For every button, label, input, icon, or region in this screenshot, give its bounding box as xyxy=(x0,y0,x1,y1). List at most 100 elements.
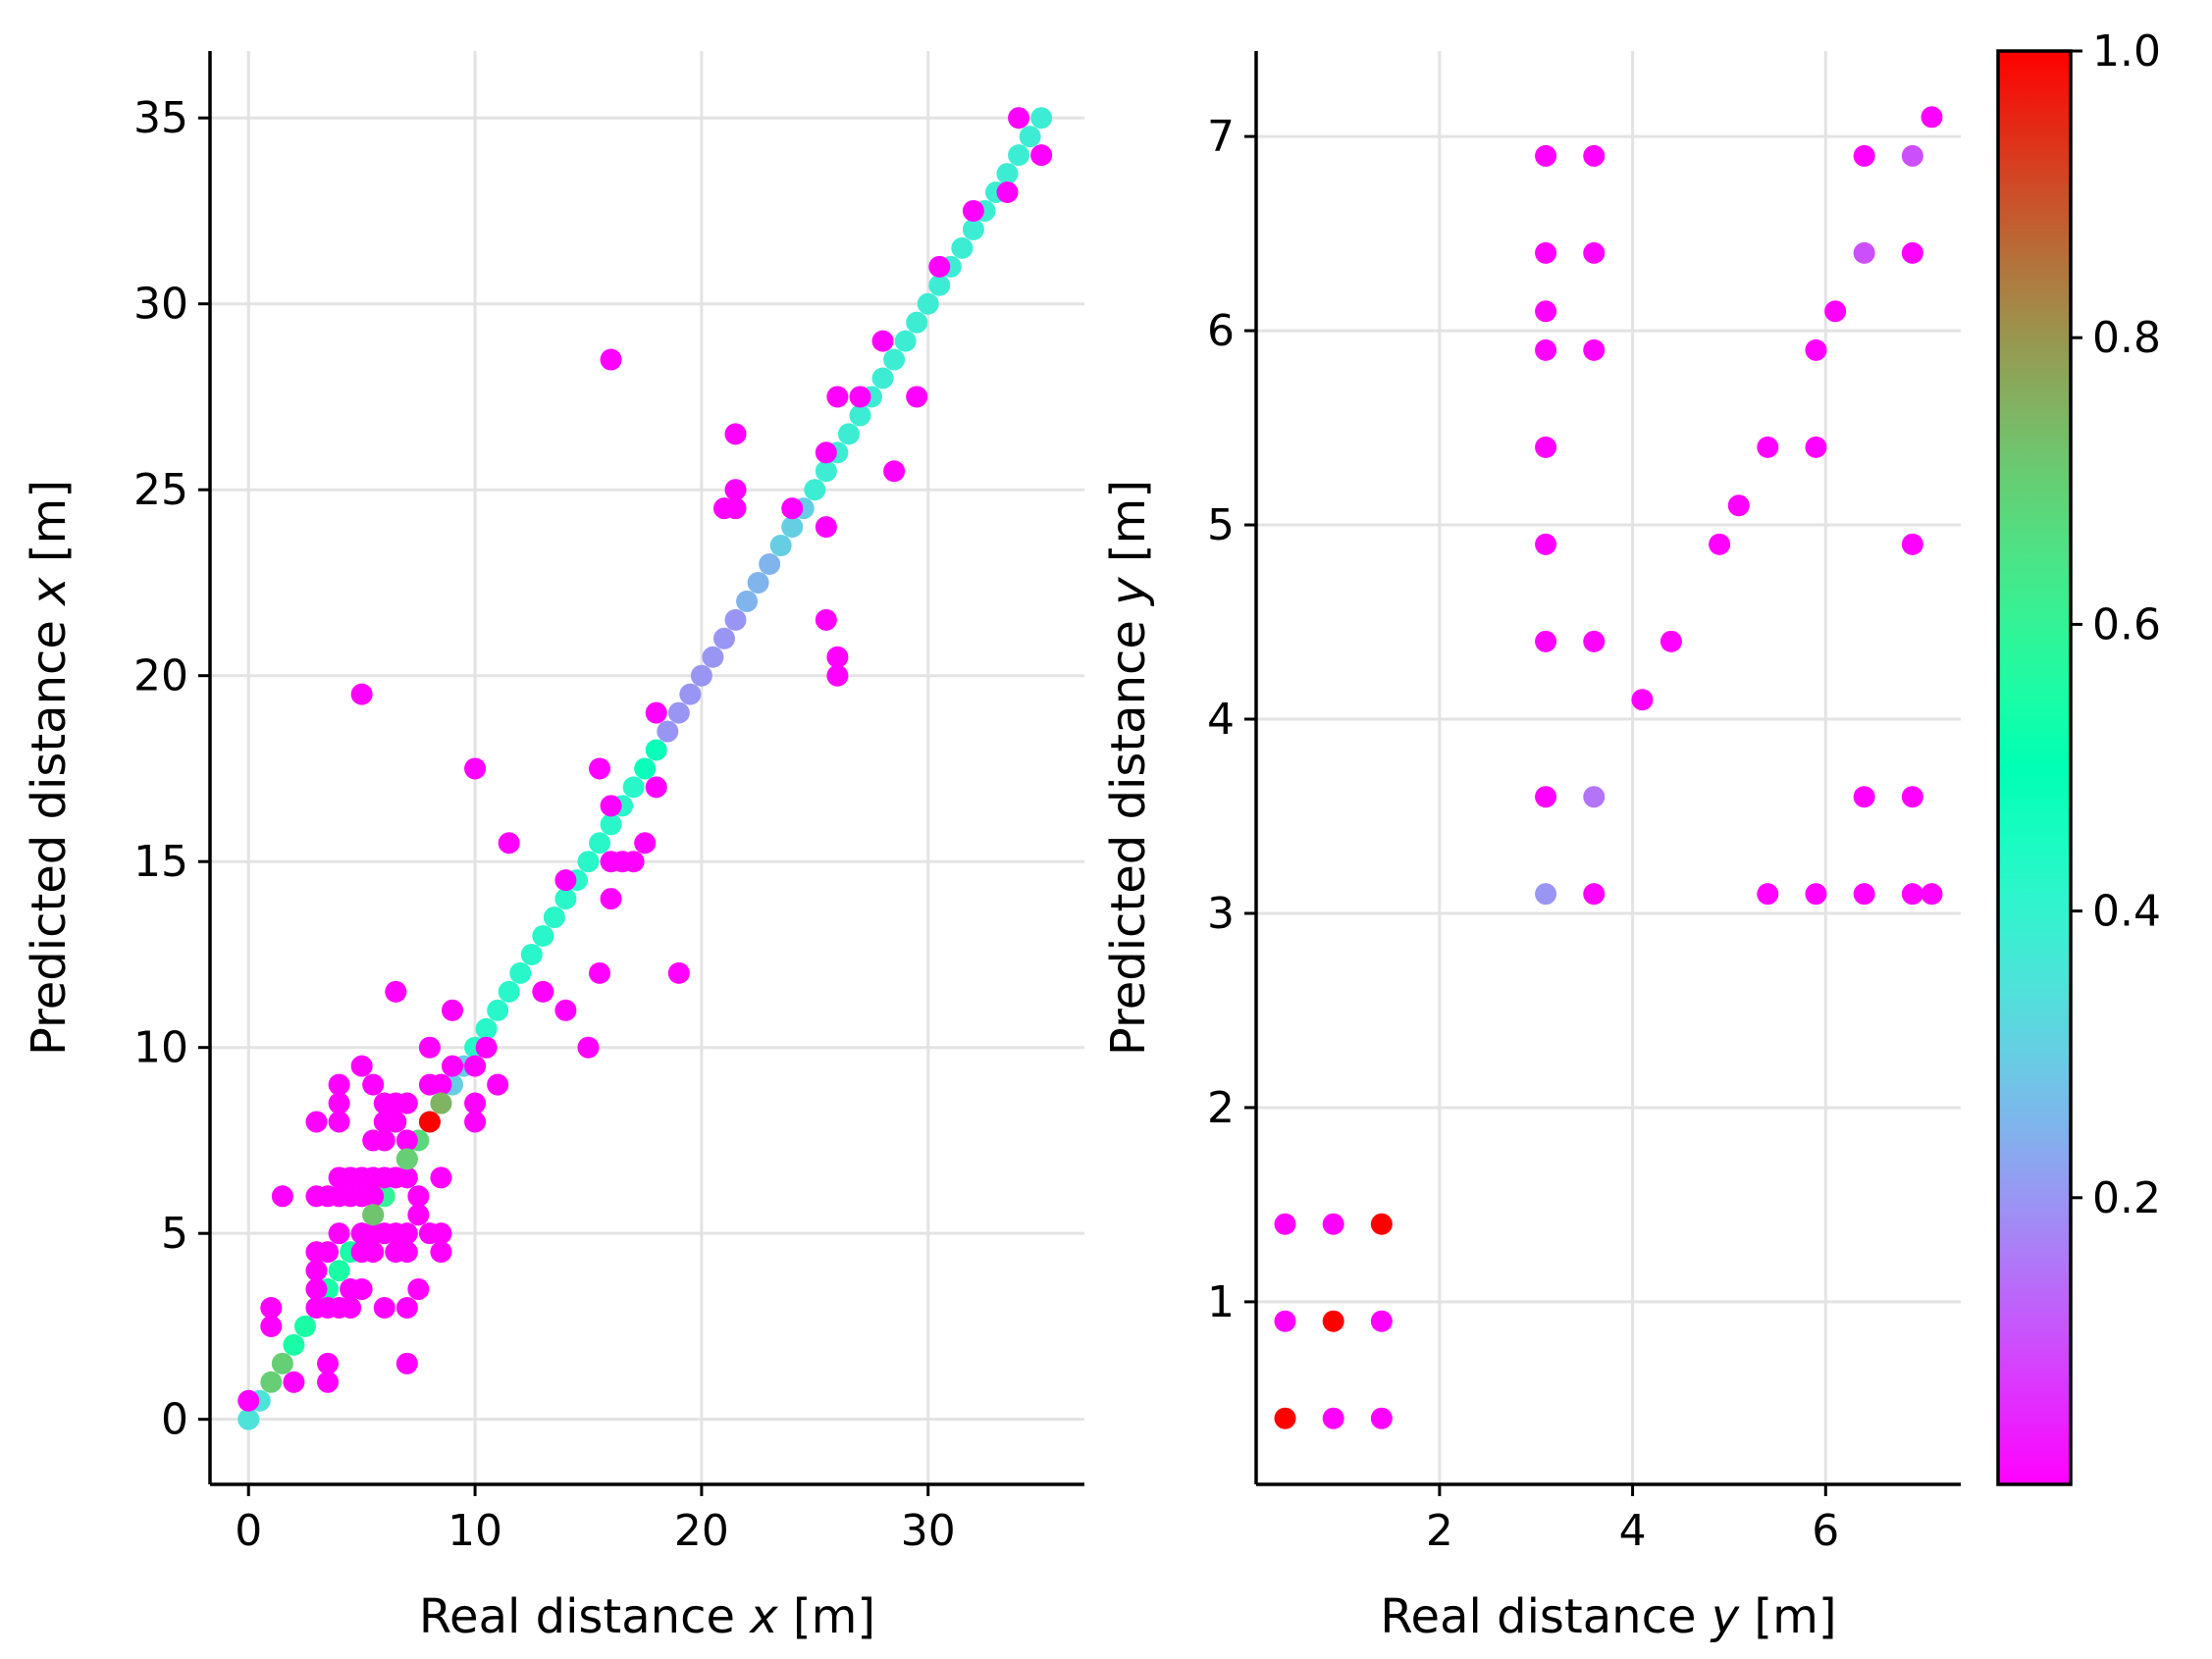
scatter-point xyxy=(1274,1310,1296,1332)
scatter-point xyxy=(305,1260,328,1282)
scatter-point xyxy=(1659,630,1682,652)
scatter-point xyxy=(1901,144,1923,167)
scatter-point xyxy=(464,757,487,780)
scatter-point xyxy=(350,1055,373,1077)
scatter-points xyxy=(1274,106,1943,1429)
scatter-point xyxy=(1757,883,1779,906)
scatter-point xyxy=(1583,630,1606,652)
grid xyxy=(1256,51,1961,1484)
scatter-point xyxy=(1583,786,1606,808)
scatter-point xyxy=(804,479,826,501)
scatter-point xyxy=(781,516,804,539)
scatter-point xyxy=(1824,300,1847,323)
scatter-point xyxy=(724,479,747,501)
scatter-point xyxy=(475,1017,498,1040)
scatter-points xyxy=(237,107,1053,1430)
scatter-point xyxy=(237,1408,260,1430)
scatter-point xyxy=(837,423,860,445)
scatter-point xyxy=(781,497,804,520)
y-tick-label: 20 xyxy=(133,651,188,701)
left-scatter-panel: 0 10 20 30 0 5 10 15 20 25 30 35 Real distance x [m]… xyxy=(22,51,1084,1644)
scatter-point xyxy=(667,961,690,984)
scatter-point xyxy=(1853,786,1875,808)
grid xyxy=(210,51,1084,1484)
scatter-point xyxy=(487,1073,509,1096)
y-tick-label: 35 xyxy=(133,93,188,143)
y-tick-label: 10 xyxy=(133,1023,188,1073)
scatter-point xyxy=(928,255,951,278)
scatter-point xyxy=(328,1092,350,1115)
colorbar-tick-label: 0.2 xyxy=(2092,1173,2161,1223)
scatter-point xyxy=(645,701,667,724)
scatter-point xyxy=(350,1278,373,1301)
scatter-point xyxy=(1008,107,1030,130)
colorbar-gradient xyxy=(1996,49,2073,1486)
scatter-point xyxy=(1535,241,1557,264)
scatter-point xyxy=(532,924,554,947)
scatter-point xyxy=(667,701,690,724)
right-scatter-panel: 2 4 6 1 2 3 4 5 6 7 Real distance y [m] Predicted d… xyxy=(1101,51,1961,1644)
scatter-point xyxy=(1370,1213,1393,1235)
scatter-point xyxy=(1805,436,1827,458)
x-tick-label: 2 xyxy=(1426,1506,1453,1556)
scatter-point xyxy=(407,1185,430,1208)
scatter-point xyxy=(1535,436,1557,458)
scatter-point xyxy=(554,999,577,1021)
scatter-point xyxy=(589,961,611,984)
scatter-point xyxy=(1322,1407,1344,1429)
y-tick-label: 7 xyxy=(1207,112,1235,162)
scatter-point xyxy=(395,1352,418,1374)
scatter-point xyxy=(917,292,939,315)
scatter-point xyxy=(1535,786,1557,808)
scatter-point xyxy=(826,664,849,687)
scatter-point xyxy=(498,980,520,1003)
y-tick-label: 1 xyxy=(1207,1277,1235,1327)
scatter-point xyxy=(883,460,906,483)
scatter-point xyxy=(407,1278,430,1301)
y-tick-label: 6 xyxy=(1207,306,1235,356)
scatter-point xyxy=(1853,883,1875,906)
scatter-point xyxy=(996,181,1019,204)
y-tick-label: 30 xyxy=(133,280,188,330)
x-tick-label: 30 xyxy=(901,1506,956,1556)
scatter-point xyxy=(283,1333,305,1356)
scatter-point xyxy=(928,274,951,296)
colorbar-tick-label: 0.4 xyxy=(2092,887,2161,937)
scatter-point xyxy=(509,961,532,984)
scatter-point xyxy=(305,1278,328,1301)
scatter-point xyxy=(871,330,894,352)
scatter-point xyxy=(543,907,565,929)
scatter-point xyxy=(1535,533,1557,555)
scatter-point xyxy=(328,1073,350,1096)
scatter-point xyxy=(690,664,712,687)
x-axis-label: Real distance x [m] xyxy=(419,1589,875,1644)
scatter-point xyxy=(906,311,928,334)
scatter-point xyxy=(1370,1310,1393,1332)
scatter-point xyxy=(1535,883,1557,906)
scatter-point xyxy=(724,423,747,445)
y-tick-label: 5 xyxy=(161,1209,188,1259)
y-axis-label: Predicted distance x [m] xyxy=(22,480,77,1056)
scatter-point xyxy=(600,813,622,836)
scatter-point xyxy=(1757,436,1779,458)
scatter-point xyxy=(1901,533,1923,555)
scatter-point xyxy=(407,1204,430,1226)
scatter-point xyxy=(441,1055,463,1077)
colorbar: 0.2 0.4 0.6 0.8 1.0 xyxy=(1996,26,2161,1486)
scatter-point xyxy=(350,683,373,705)
scatter-point xyxy=(498,832,520,855)
y-tick-label: 4 xyxy=(1207,695,1235,745)
scatter-point xyxy=(1019,126,1041,148)
scatter-point xyxy=(441,999,463,1021)
scatter-point xyxy=(554,888,577,910)
scatter-point xyxy=(712,627,735,649)
scatter-point xyxy=(1901,883,1923,906)
scatter-point xyxy=(271,1185,293,1208)
scatter-point xyxy=(1805,883,1827,906)
scatter-point xyxy=(577,851,600,873)
scatter-point xyxy=(260,1315,283,1337)
x-axis-label: Real distance y [m] xyxy=(1380,1589,1836,1644)
scatter-point xyxy=(826,646,849,668)
scatter-point xyxy=(464,1111,487,1133)
